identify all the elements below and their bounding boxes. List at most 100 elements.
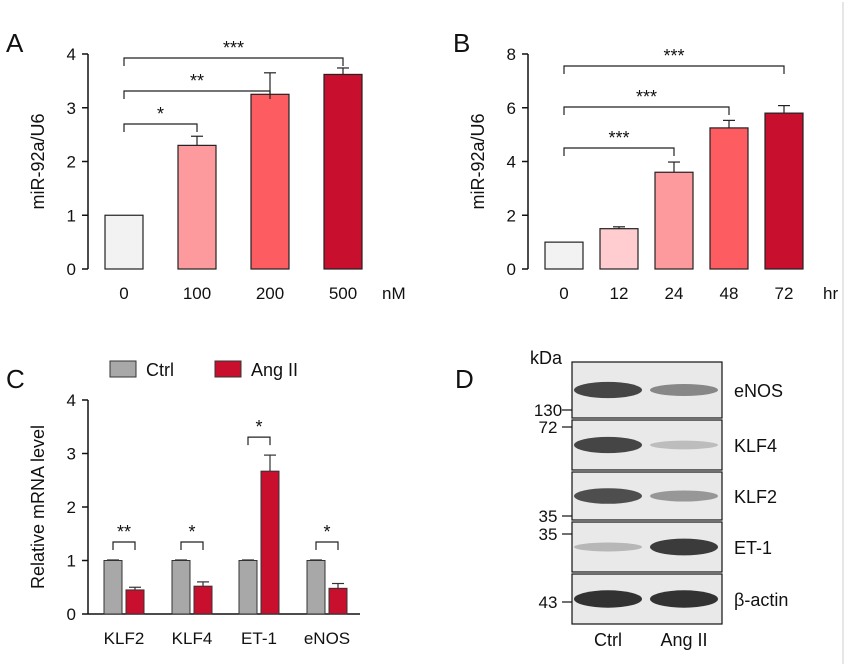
bar [104, 214, 144, 270]
significance-label: *** [663, 46, 684, 66]
significance-label: * [323, 522, 330, 542]
y-tick-label: 2 [67, 498, 76, 517]
bar [654, 171, 694, 270]
significance-label: *** [223, 38, 244, 58]
x-tick-label: 72 [775, 284, 794, 303]
bar [323, 73, 363, 270]
blot-band [574, 436, 642, 454]
y-tick-label: 0 [67, 260, 76, 279]
significance-bracket [563, 65, 785, 74]
bar [177, 144, 217, 270]
blot-band [650, 384, 718, 396]
lane-label: Ctrl [594, 630, 622, 650]
significance-bracket [563, 106, 730, 115]
blot-row-label: eNOS [734, 381, 783, 401]
bar [764, 112, 804, 270]
x-tick-label: 0 [559, 284, 568, 303]
significance-bracket [247, 436, 271, 446]
legend-label: Ang II [251, 360, 298, 380]
x-tick-label: ET-1 [241, 629, 277, 648]
y-tick-label: 0 [507, 260, 516, 279]
blot-row-label: KLF4 [734, 436, 777, 456]
x-tick-label: 24 [665, 284, 684, 303]
significance-label: ** [190, 71, 204, 91]
significance-label: *** [636, 87, 657, 107]
significance-bracket [563, 147, 675, 156]
blot-band [574, 590, 642, 608]
bar [238, 560, 258, 615]
y-tick-label: 4 [67, 391, 76, 410]
bar [709, 127, 749, 270]
legend-swatch [109, 360, 137, 378]
bar [599, 228, 639, 270]
y-tick-label: 6 [507, 99, 516, 118]
blot-band [650, 440, 718, 450]
blot-band [650, 538, 718, 556]
significance-bracket [123, 90, 271, 99]
legend-label: Ctrl [146, 360, 174, 380]
significance-label: * [255, 417, 262, 437]
x-tick-label: eNOS [304, 629, 350, 648]
x-unit-label: nM [382, 284, 406, 303]
x-tick-label: 12 [610, 284, 629, 303]
blot-band [650, 590, 718, 608]
panel-letter-a: A [6, 28, 24, 58]
significance-bracket [123, 57, 344, 66]
y-axis-label: Relative mRNA level [28, 425, 48, 589]
y-tick-label: 0 [67, 605, 76, 624]
y-tick-label: 2 [67, 153, 76, 172]
y-axis-label: miR-92a/U6 [468, 113, 488, 209]
x-tick-label: 200 [256, 284, 284, 303]
y-axis-label: miR-92a/U6 [28, 113, 48, 209]
blot-row-label: β-actin [734, 590, 788, 610]
panel-letter-d: D [455, 364, 474, 394]
bar [306, 560, 326, 615]
x-tick-label: 48 [720, 284, 739, 303]
bar [250, 93, 290, 270]
significance-label: * [157, 104, 164, 124]
significance-bracket [180, 541, 204, 550]
kda-marker: 72 [539, 418, 558, 437]
legend-swatch [214, 360, 242, 378]
kda-marker: 35 [539, 525, 558, 544]
kda-marker: 43 [539, 593, 558, 612]
blot-row-label: ET-1 [734, 538, 772, 558]
bar [193, 585, 213, 615]
x-tick-label: KLF2 [104, 629, 145, 648]
x-tick-label: 0 [119, 284, 128, 303]
kda-label: kDa [530, 348, 563, 368]
y-tick-label: 8 [507, 45, 516, 64]
y-tick-label: 4 [67, 45, 76, 64]
significance-bracket [112, 541, 136, 550]
bar [328, 587, 348, 615]
bar [260, 470, 280, 615]
blot-band [574, 381, 642, 399]
bar [171, 560, 191, 615]
y-tick-label: 4 [507, 153, 516, 172]
blot-row-label: KLF2 [734, 487, 777, 507]
kda-marker: 35 [539, 507, 558, 526]
blot-band [650, 490, 718, 502]
bar [125, 589, 145, 615]
x-unit-label: hr [823, 284, 838, 303]
blot-band [574, 488, 642, 504]
x-tick-label: 100 [183, 284, 211, 303]
significance-label: * [188, 522, 195, 542]
panel-letter-c: C [6, 364, 25, 394]
y-tick-label: 3 [67, 445, 76, 464]
bar [544, 241, 584, 270]
lane-label: Ang II [660, 630, 707, 650]
blot-band [574, 542, 642, 552]
x-tick-label: 500 [329, 284, 357, 303]
x-tick-label: KLF4 [172, 629, 213, 648]
y-tick-label: 1 [67, 552, 76, 571]
significance-label: *** [608, 128, 629, 148]
y-tick-label: 2 [507, 206, 516, 225]
kda-marker: 130 [534, 401, 562, 420]
significance-bracket [123, 123, 198, 132]
